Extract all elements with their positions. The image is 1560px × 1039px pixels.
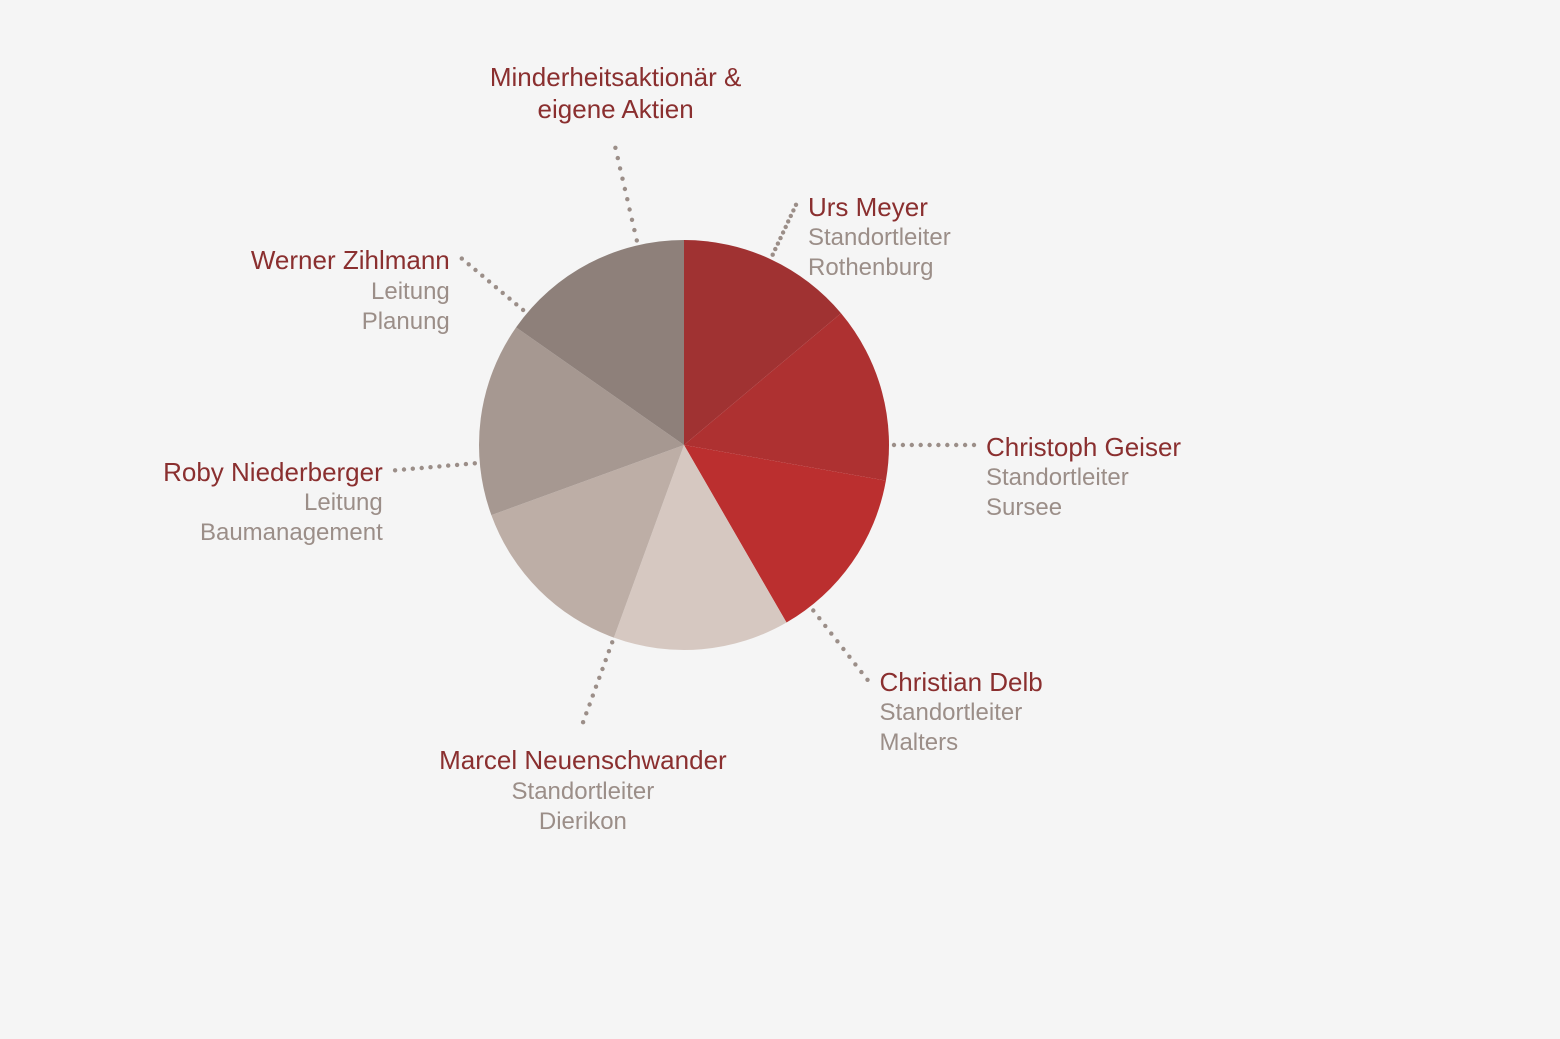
leader-dot (927, 443, 931, 447)
leader-dot (428, 465, 432, 469)
leader-dot (597, 676, 601, 680)
label-title: Christian Delb (879, 666, 1042, 699)
leader-dot (446, 463, 450, 467)
leader-dot (784, 225, 788, 229)
leader-dot (786, 219, 790, 223)
leader-dot (584, 711, 588, 715)
leader-dot (616, 156, 620, 160)
leader-dot (627, 207, 631, 211)
leader-dot (591, 693, 595, 697)
leader-dot (600, 667, 604, 671)
leader-dot (437, 464, 441, 468)
leader-dot (776, 241, 780, 245)
leader-dot (910, 443, 914, 447)
label-title: Roby Niederberger (163, 456, 383, 489)
leader-dot (853, 662, 857, 666)
label-line2: Standortleiter (808, 223, 951, 253)
leader-dot (594, 685, 598, 689)
leader-dot (587, 702, 591, 706)
label-line3: Planung (251, 307, 450, 337)
leader-dot (954, 443, 958, 447)
leader-dot (791, 208, 795, 212)
label-werner-zihlmann: Werner ZihlmannLeitungPlanung (251, 244, 450, 337)
leader-dot (778, 236, 782, 240)
label-line3: Rothenburg (808, 253, 951, 283)
label-line3: Malters (879, 728, 1042, 758)
leader-dot (901, 443, 905, 447)
leader-dot (507, 296, 511, 300)
leader-dot (604, 658, 608, 662)
label-line2: Standortleiter (439, 777, 727, 807)
leader-dot (411, 467, 415, 471)
leader-dot (919, 443, 923, 447)
leader-dot (972, 443, 976, 447)
leader-dot (618, 166, 622, 170)
label-title: Werner Zihlmann (251, 244, 450, 277)
label-christian-delb: Christian DelbStandortleiterMalters (879, 666, 1042, 759)
leader-dot (829, 631, 833, 635)
leader-dot (635, 238, 639, 242)
leader-dot (771, 253, 775, 257)
leader-dot (847, 655, 851, 659)
leader-dot (817, 616, 821, 620)
label-title: Minderheitsaktionär & (490, 61, 741, 94)
label-line2: eigene Aktien (490, 93, 741, 126)
label-christoph-geiser: Christoph GeiserStandortleiterSursee (986, 431, 1181, 524)
label-line3: Sursee (986, 493, 1181, 523)
leader-dot (794, 203, 798, 207)
leader-dot (487, 279, 491, 283)
label-line3: Baumanagement (163, 518, 383, 548)
leader-dot (494, 285, 498, 289)
label-line2: Leitung (163, 488, 383, 518)
chart-stage: Urs MeyerStandortleiterRothenburgChristo… (0, 0, 1560, 1039)
leader-dot (581, 720, 585, 724)
leader-dot (865, 678, 869, 682)
leader-dot (892, 443, 896, 447)
label-line2: Standortleiter (986, 463, 1181, 493)
leader-dot (521, 308, 525, 312)
leader-dot (610, 640, 614, 644)
label-line3: Dierikon (439, 807, 727, 837)
leader-dot (625, 197, 629, 201)
leader-dot (480, 274, 484, 278)
label-roby-niederberger: Roby NiederbergerLeitungBaumanagement (163, 456, 383, 549)
leader-dot (630, 218, 634, 222)
leader-dot (789, 214, 793, 218)
label-title: Marcel Neuenschwander (439, 744, 727, 777)
label-title: Christoph Geiser (986, 431, 1181, 464)
leader-dot (501, 291, 505, 295)
leader-dot (963, 443, 967, 447)
label-line2: Standortleiter (879, 698, 1042, 728)
leader-dot (473, 268, 477, 272)
leader-dot (632, 228, 636, 232)
leader-dot (773, 247, 777, 251)
label-marcel-neuenschwander: Marcel NeuenschwanderStandortleiterDieri… (439, 744, 727, 837)
leader-dot (623, 187, 627, 191)
leader-dot (393, 468, 397, 472)
leader-dot (455, 463, 459, 467)
label-line2: Leitung (251, 277, 450, 307)
leader-dot (945, 443, 949, 447)
leader-dot (781, 230, 785, 234)
leader-dot (607, 649, 611, 653)
leader-dot (467, 262, 471, 266)
leader-dot (859, 670, 863, 674)
leader-dot (464, 462, 468, 466)
label-minderheitsaktionaer: Minderheitsaktionär &eigene Aktien (490, 61, 741, 126)
leader-dot (514, 302, 518, 306)
leader-dot (473, 461, 477, 465)
leader-dot (835, 639, 839, 643)
leader-dot (460, 256, 464, 260)
leader-dot (811, 608, 815, 612)
label-title: Urs Meyer (808, 191, 951, 224)
leader-dot (402, 467, 406, 471)
leader-dot (620, 177, 624, 181)
leader-dot (936, 443, 940, 447)
leader-dot (613, 146, 617, 150)
leader-dot (420, 466, 424, 470)
leader-dot (823, 624, 827, 628)
label-urs-meyer: Urs MeyerStandortleiterRothenburg (808, 191, 951, 284)
leader-dot (841, 647, 845, 651)
